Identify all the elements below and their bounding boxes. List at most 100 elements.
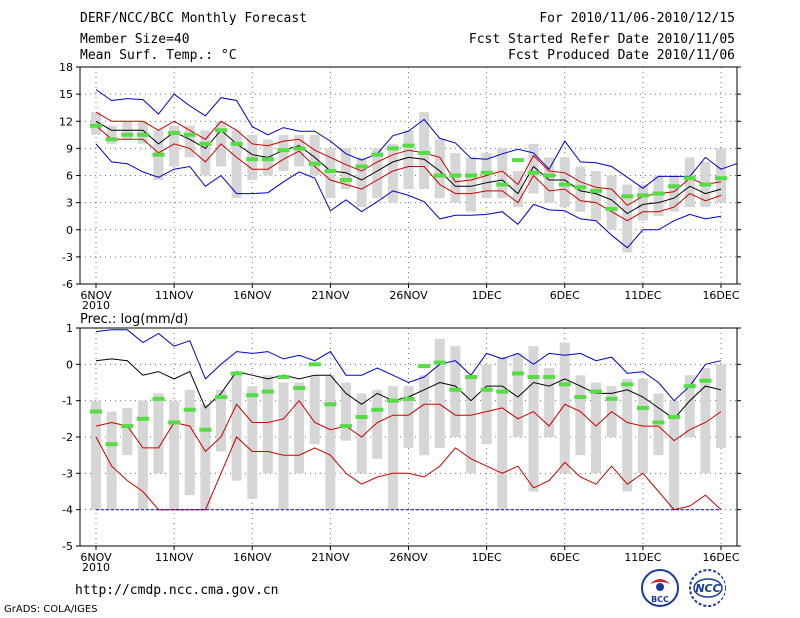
ensemble-box <box>356 157 367 208</box>
obs-marker <box>652 420 665 425</box>
temp-variable-label: Mean Surf. Temp.: °C <box>80 48 237 63</box>
obs-marker <box>215 395 227 400</box>
obs-marker <box>293 385 306 390</box>
ensemble-box <box>184 125 195 158</box>
x-tick-label: 11NOV <box>155 289 194 302</box>
ensemble-box <box>262 375 273 474</box>
ensemble-box <box>169 400 180 510</box>
ensemble-box <box>434 338 445 448</box>
x-tick-label: 21NOV <box>311 551 350 564</box>
chart-title: DERF/NCC/BCC Monthly Forecast <box>80 11 307 26</box>
obs-marker <box>605 206 618 211</box>
ensemble-box <box>247 386 258 499</box>
x-tick-label: 11DEC <box>624 551 661 564</box>
obs-marker <box>668 415 681 420</box>
obs-marker <box>527 170 540 175</box>
obs-marker <box>246 393 259 398</box>
obs-marker <box>621 382 634 387</box>
ensemble-box <box>106 125 117 144</box>
obs-marker <box>199 427 212 432</box>
fcst-started-date: Fcst Started Refer Date 2010/11/05 <box>468 32 735 47</box>
x-tick-label: 16DEC <box>702 551 739 564</box>
ensemble-box <box>512 170 523 208</box>
y-tick-label: 0 <box>66 358 73 371</box>
x-tick-label: 11NOV <box>155 551 194 564</box>
obs-marker <box>308 161 321 166</box>
obs-marker <box>449 173 462 178</box>
ensemble-box <box>403 386 414 448</box>
series-max-line <box>95 89 737 189</box>
ensemble-box <box>716 148 726 203</box>
ensemble-box <box>184 389 195 496</box>
ensemble-box <box>559 342 570 474</box>
ensemble-box <box>528 143 539 194</box>
series-min-line <box>95 143 722 249</box>
y-tick-label: 18 <box>59 61 73 74</box>
obs-marker <box>433 173 446 178</box>
y-tick-label: -3 <box>62 251 73 264</box>
obs-marker <box>308 362 321 367</box>
ensemble-box <box>372 389 383 459</box>
ensemble-box <box>591 170 601 221</box>
y-tick-label: 3 <box>66 197 73 210</box>
ensemble-box <box>325 148 336 199</box>
ensemble-box <box>497 357 508 510</box>
obs-marker <box>605 396 618 401</box>
ensemble-box <box>559 157 570 208</box>
y-tick-label: 1 <box>66 322 73 335</box>
obs-marker <box>340 178 352 183</box>
obs-marker <box>168 131 181 136</box>
x-tick-sublabel: 2010 <box>82 561 110 574</box>
obs-marker <box>636 405 649 410</box>
y-tick-label: -6 <box>62 278 73 291</box>
obs-marker <box>121 132 134 137</box>
precip-variable-label: Prec.: log(mm/d) <box>80 312 188 327</box>
x-tick-label: 6DEC <box>550 289 580 302</box>
obs-marker <box>418 364 431 369</box>
series-p10-line <box>95 125 722 222</box>
obs-marker <box>418 150 431 155</box>
ensemble-box <box>419 375 430 456</box>
obs-marker <box>90 409 102 414</box>
obs-marker <box>699 182 712 187</box>
x-tick-label: 1DEC <box>472 289 502 302</box>
obs-marker <box>402 396 415 401</box>
member-size: Member Size=40 <box>80 32 190 47</box>
obs-marker <box>230 141 243 146</box>
ensemble-box <box>372 148 383 199</box>
obs-marker <box>183 132 196 137</box>
obs-marker <box>121 424 134 429</box>
obs-marker <box>590 389 602 394</box>
obs-marker <box>668 184 681 189</box>
ensemble-box <box>91 112 101 135</box>
obs-marker <box>511 158 524 163</box>
ensemble-box <box>309 375 320 445</box>
obs-marker <box>496 389 509 394</box>
x-tick-sublabel: 2010 <box>82 299 110 312</box>
x-tick-label: 1DEC <box>472 551 502 564</box>
y-tick-label: -2 <box>62 431 73 444</box>
x-tick-label: 16NOV <box>233 551 272 564</box>
ensemble-box <box>341 148 351 190</box>
obs-marker <box>652 191 665 196</box>
ensemble-box <box>153 393 164 474</box>
ensemble-box <box>169 125 180 167</box>
ensemble-box <box>387 143 398 203</box>
source-url[interactable]: http://cmdp.ncc.cma.gov.cn <box>75 583 279 598</box>
ensemble-box <box>512 353 523 437</box>
obs-marker <box>152 152 165 157</box>
ensemble-box <box>325 375 336 510</box>
obs-marker <box>168 420 181 425</box>
ensemble-box <box>200 404 211 510</box>
ensemble-box <box>497 148 508 199</box>
obs-marker <box>230 371 243 376</box>
ensemble-box <box>294 382 305 474</box>
obs-marker <box>324 168 337 173</box>
obs-marker <box>543 173 556 178</box>
ensemble-box <box>434 139 445 199</box>
bcc-logo: BCC <box>641 569 679 607</box>
ensemble-box <box>278 382 289 510</box>
